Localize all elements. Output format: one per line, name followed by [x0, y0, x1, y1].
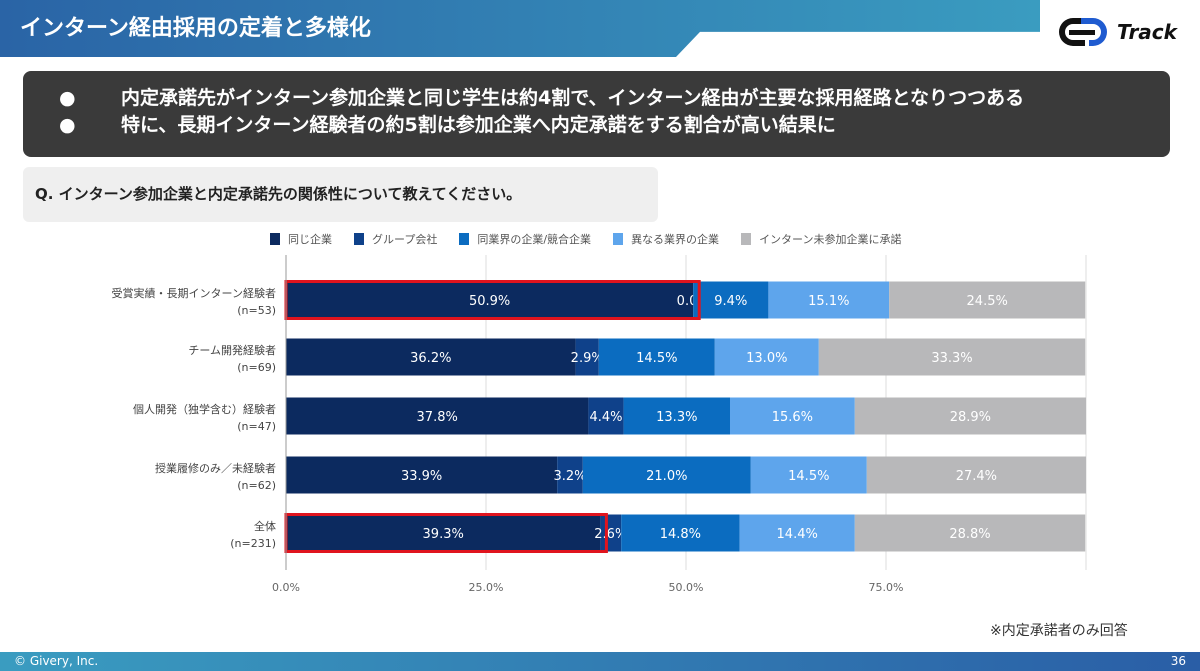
question-box: Q. インターン参加企業と内定承諾先の関係性について教えてください。 — [23, 167, 658, 222]
data-label: 24.5% — [967, 294, 1008, 309]
data-label: 13.3% — [656, 410, 697, 425]
bar-segment — [286, 281, 694, 319]
data-label: 28.8% — [949, 527, 990, 542]
legend-label: 同じ企業 — [288, 233, 332, 246]
legend-label: グループ会社 — [372, 233, 438, 246]
legend-swatch — [741, 233, 752, 245]
data-label: 27.4% — [956, 469, 997, 484]
data-label: 2.9% — [571, 351, 604, 366]
bar-segment — [854, 514, 1086, 552]
data-label: 28.9% — [950, 410, 991, 425]
legend-item: グループ会社 — [354, 231, 437, 247]
bar-segment — [693, 281, 769, 319]
bar-segment — [866, 456, 1086, 494]
bar-segment — [588, 397, 624, 435]
category-label: 全体 — [254, 519, 276, 533]
legend-item: インターン未参加企業に承諾 — [741, 231, 902, 247]
data-label: 14.8% — [660, 527, 701, 542]
footer: © Givery, Inc. 36 — [0, 652, 1200, 671]
category-label: 受賞実績・長期インターン経験者 — [112, 286, 276, 300]
data-label: 39.3% — [423, 527, 464, 542]
legend-swatch — [354, 233, 364, 245]
bar-segment — [286, 514, 601, 552]
track-logo-icon — [1059, 18, 1107, 46]
page-title: インターン経由採用の定着と多様化 — [20, 16, 371, 41]
data-label: 14.4% — [777, 527, 818, 542]
summary-box: ● 内定承諾先がインターン参加企業と同じ学生は約4割で、インターン経由が主要な採用… — [23, 71, 1170, 157]
legend-swatch — [459, 233, 470, 245]
data-label: 3.2% — [553, 469, 586, 484]
category-n: (n=69) — [237, 361, 276, 374]
data-label: 14.5% — [636, 351, 677, 366]
bar-segment — [621, 514, 740, 552]
chart-legend: 同じ企業 グループ会社 同業界の企業/競合企業 異なる業界の企業 インターン未参加企業に… — [270, 231, 902, 247]
bar-segment — [714, 338, 819, 376]
bar-segment — [575, 338, 599, 376]
bar-segment — [598, 338, 715, 376]
data-label: 37.8% — [417, 410, 458, 425]
data-label: 36.2% — [410, 351, 451, 366]
summary-item: ● 内定承諾先がインターン参加企業と同じ学生は約4割で、インターン経由が主要な採用… — [59, 87, 1025, 109]
legend-item: 同業界の企業/競合企業 — [459, 231, 591, 247]
legend-label: 異なる業界の企業 — [631, 233, 720, 246]
bar-segment — [750, 456, 867, 494]
data-label: 4.4% — [589, 410, 622, 425]
bar-segment — [889, 281, 1086, 319]
bar-segment — [739, 514, 855, 552]
category-label: チーム開発経験者 — [188, 343, 276, 357]
bar-segment — [286, 338, 576, 376]
category-n: (n=231) — [230, 537, 276, 550]
data-label: 33.3% — [931, 351, 972, 366]
bar-segment — [768, 281, 890, 319]
legend-item: 異なる業界の企業 — [613, 231, 719, 247]
x-tick-label: 75.0% — [869, 581, 904, 594]
data-label: 33.9% — [401, 469, 442, 484]
bar-segment — [286, 397, 589, 435]
logo: Track — [1055, 14, 1177, 50]
data-label: 50.9% — [469, 294, 510, 309]
category-label: 個人開発（独学含む）経験者 — [133, 402, 276, 416]
x-tick-label: 50.0% — [669, 581, 704, 594]
data-label: 14.5% — [788, 469, 829, 484]
data-label: 2.6% — [594, 527, 627, 542]
data-label: 15.6% — [772, 410, 813, 425]
bar-segment — [582, 456, 751, 494]
legend-item: 同じ企業 — [270, 231, 332, 247]
legend-swatch — [270, 233, 280, 245]
bar-segment — [818, 338, 1086, 376]
x-tick-label: 25.0% — [469, 581, 504, 594]
bar-segment — [854, 397, 1086, 435]
bar-segment — [286, 456, 558, 494]
category-label: 授業履修のみ／未経験者 — [155, 461, 276, 475]
category-n: (n=62) — [237, 479, 276, 492]
logo-text: Track — [1117, 20, 1177, 44]
x-tick-label: 0.0% — [272, 581, 300, 594]
category-n: (n=47) — [237, 420, 276, 433]
bar-segment — [730, 397, 855, 435]
summary-item: ● 特に、長期インターン経験者の約5割は参加企業へ内定承諾をする割合が高い結果に — [59, 114, 836, 136]
footnote: ※内定承諾者のみ回答 — [990, 623, 1128, 639]
page-number: 36 — [1170, 654, 1186, 668]
stacked-bar-chart: 0.0% 25.0% 50.0% 75.0% 受賞実績・長期インターン経験者 (n=53)… — [112, 255, 1087, 594]
category-n: (n=53) — [237, 304, 276, 317]
legend-swatch — [613, 233, 624, 245]
bar-segment — [623, 397, 730, 435]
data-label: 21.0% — [646, 469, 687, 484]
legend-label: 同業界の企業/競合企業 — [477, 233, 592, 246]
data-label: 15.1% — [808, 294, 849, 309]
bar-segment — [557, 456, 583, 494]
data-label: 9.4% — [714, 294, 747, 309]
data-label: 13.0% — [746, 351, 787, 366]
legend-label: インターン未参加企業に承諾 — [759, 233, 902, 246]
copyright: © Givery, Inc. — [14, 654, 99, 668]
